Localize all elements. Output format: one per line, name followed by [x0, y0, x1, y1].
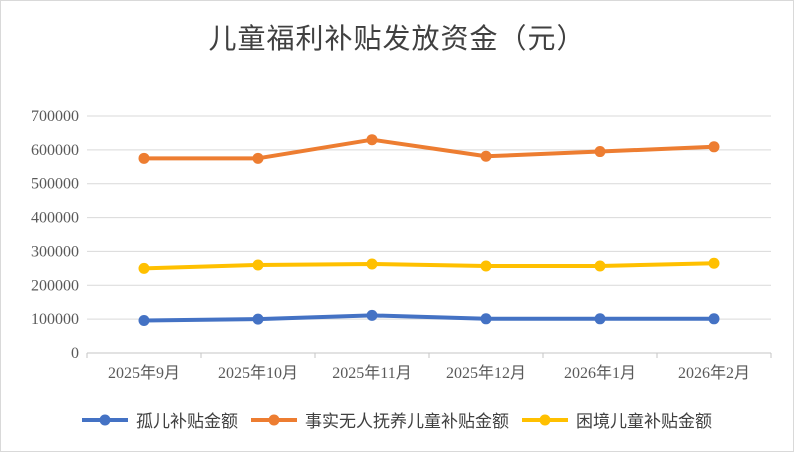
- x-axis-tick-label: 2025年11月: [332, 364, 411, 382]
- series-point-1-3: [480, 150, 492, 162]
- series-point-0-0: [138, 314, 150, 326]
- series-line-1: [142, 137, 716, 161]
- series-point-0-5: [708, 313, 720, 325]
- legend-marker-dot: [268, 414, 280, 425]
- y-axis-tick-label: 700000: [31, 108, 79, 125]
- series-point-0-3: [480, 313, 492, 325]
- y-axis-tick-label: 300000: [31, 243, 79, 260]
- series-point-2-2: [366, 258, 378, 270]
- legend-item: 孤儿补贴金额: [82, 407, 238, 432]
- legend-marker-dot: [539, 414, 551, 425]
- series-point-1-5: [708, 141, 720, 153]
- chart-title: 儿童福利补贴发放资金（元）: [208, 24, 586, 55]
- legend: 孤儿补贴金额 事实无人抚养儿童补贴金额 困境儿童补贴金额: [1, 407, 793, 432]
- series-point-0-4: [594, 313, 606, 325]
- x-axis-tick-label: 2025年9月: [108, 364, 180, 382]
- y-axis-tick-label: 0: [71, 345, 79, 362]
- series-point-2-3: [480, 260, 492, 272]
- y-axis-tick-label: 100000: [31, 311, 79, 328]
- legend-item: 困境儿童补贴金额: [522, 407, 712, 432]
- series-point-2-4: [594, 260, 606, 272]
- series-point-0-2: [366, 309, 378, 321]
- y-axis-tick-label: 200000: [31, 277, 79, 294]
- x-axis-tick-label: 2025年12月: [446, 364, 526, 382]
- y-axis-tick-label: 500000: [31, 176, 79, 193]
- series-point-1-0: [138, 152, 150, 164]
- legend-item: 事实无人抚养儿童补贴金额: [251, 407, 509, 432]
- series-point-2-5: [708, 257, 720, 269]
- legend-label: 事实无人抚养儿童补贴金额: [305, 412, 509, 431]
- series-point-1-2: [366, 134, 378, 146]
- legend-marker-dot: [99, 414, 111, 425]
- series-point-1-4: [594, 146, 606, 158]
- legend-label: 困境儿童补贴金额: [576, 412, 712, 431]
- series-point-0-1: [252, 313, 264, 325]
- series-point-2-0: [138, 262, 150, 274]
- legend-line-marker-icon: [251, 414, 297, 425]
- series-point-1-1: [252, 152, 264, 164]
- y-axis-tick-label: 400000: [31, 210, 79, 227]
- legend-label: 孤儿补贴金额: [136, 412, 238, 431]
- series-line-2: [142, 261, 716, 271]
- y-axis-tick-label: 600000: [31, 142, 79, 159]
- legend-line-marker-icon: [82, 414, 128, 425]
- x-axis-tick-label: 2026年1月: [564, 364, 636, 382]
- legend-line-marker-icon: [522, 414, 568, 425]
- series-point-2-1: [252, 259, 264, 271]
- x-axis-tick-label: 2025年10月: [218, 364, 298, 382]
- series-line-0: [142, 313, 716, 323]
- x-axis-tick-label: 2026年2月: [678, 364, 750, 382]
